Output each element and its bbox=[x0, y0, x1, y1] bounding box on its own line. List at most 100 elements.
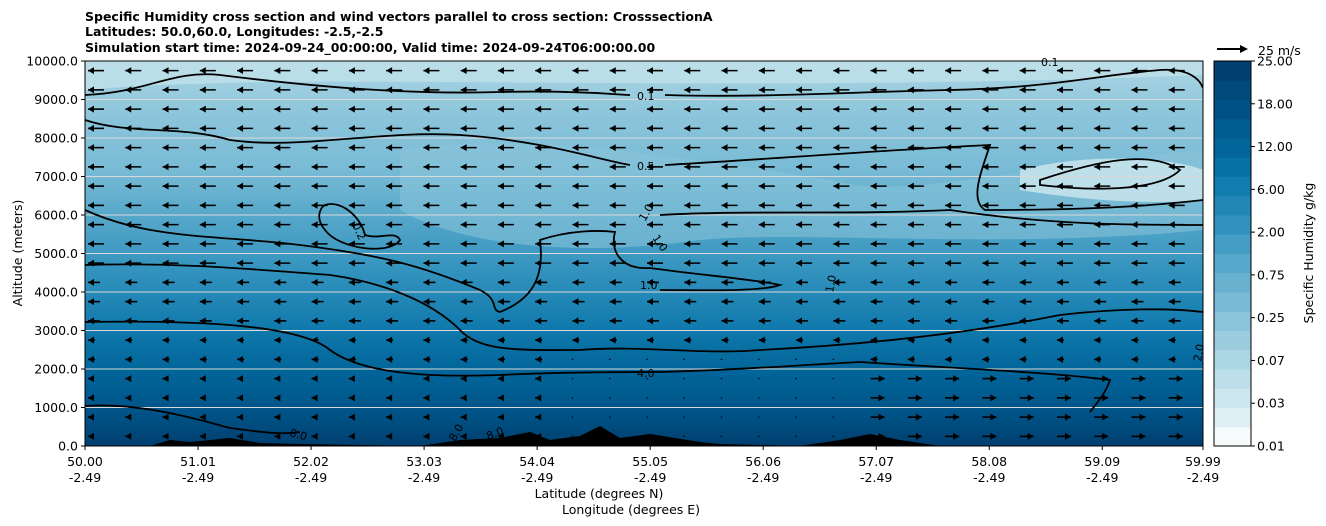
wind-vector-head bbox=[1139, 413, 1146, 421]
wind-vector-head bbox=[348, 67, 355, 75]
wind-vector-head bbox=[1131, 278, 1138, 286]
wind-vector-head bbox=[423, 413, 430, 421]
wind-vector-head bbox=[125, 124, 132, 132]
wind-vector-head bbox=[311, 86, 318, 94]
x-tick-label-lon: -2.49 bbox=[747, 470, 779, 485]
wind-vector-head bbox=[460, 278, 467, 286]
wind-vector-head bbox=[1094, 259, 1101, 267]
wind-vector-head bbox=[796, 221, 803, 229]
wind-vector-head bbox=[609, 182, 616, 190]
wind-vector-head bbox=[609, 317, 616, 325]
wind-vector-head bbox=[1094, 355, 1101, 363]
wind-vector-head bbox=[1168, 221, 1175, 229]
wind-vector-head bbox=[199, 124, 206, 132]
wind-vector-head bbox=[721, 163, 728, 171]
contour-label-10: 8.0 bbox=[288, 426, 308, 443]
wind-vector-head bbox=[125, 413, 132, 421]
wind-vector-head bbox=[758, 67, 765, 75]
wind-vector-head bbox=[1027, 375, 1034, 383]
wind-vector-head bbox=[386, 317, 393, 325]
contour-0.5 bbox=[664, 144, 1203, 211]
wind-vector-head bbox=[945, 317, 952, 325]
wind-vector-head bbox=[1056, 201, 1063, 209]
wind-vector-head bbox=[88, 259, 94, 267]
wind-vector-head bbox=[1131, 259, 1138, 267]
wind-vector-head bbox=[684, 163, 691, 171]
wind-vector-head bbox=[125, 221, 132, 229]
wind-vector-head bbox=[348, 394, 355, 402]
wind-vector-head bbox=[460, 259, 467, 267]
wind-vector-head bbox=[907, 124, 914, 132]
colorbar-swatch bbox=[1214, 176, 1251, 197]
wind-vector-head bbox=[274, 221, 281, 229]
wind-vector-head bbox=[833, 336, 840, 344]
wind-vector-head bbox=[88, 240, 94, 248]
wind-vector-head bbox=[162, 355, 169, 363]
wind-vector-head bbox=[721, 201, 728, 209]
wind-vector-head bbox=[386, 394, 393, 402]
wind-vector-head bbox=[1056, 144, 1063, 152]
wind-vector bbox=[646, 377, 648, 380]
colorbar-tick-label: 2.00 bbox=[1257, 225, 1285, 240]
wind-vector-head bbox=[237, 375, 244, 383]
wind-vector-head bbox=[572, 105, 579, 113]
y-tick-label: 6000.0 bbox=[34, 208, 78, 223]
wind-vector-head bbox=[982, 67, 989, 75]
y-tick-label: 3000.0 bbox=[34, 323, 78, 338]
wind-vector-head bbox=[870, 86, 877, 94]
wind-vector-head bbox=[88, 124, 94, 132]
title-line-3: Simulation start time: 2024-09-24_00:00:… bbox=[85, 40, 655, 56]
wind-vector-head bbox=[1102, 413, 1109, 421]
wind-vector-head bbox=[423, 432, 430, 440]
wind-vector bbox=[683, 397, 686, 399]
wind-vector-head bbox=[907, 163, 914, 171]
wind-vector-head bbox=[386, 163, 393, 171]
wind-vector-head bbox=[386, 298, 393, 306]
wind-vector-head bbox=[386, 375, 393, 383]
wind-vector bbox=[608, 358, 611, 361]
wind-vector-head bbox=[1094, 144, 1101, 152]
wind-vector-head bbox=[1102, 394, 1109, 402]
y-tick-label: 0.0 bbox=[58, 439, 78, 454]
wind-vector bbox=[571, 377, 574, 380]
wind-vector-head bbox=[572, 124, 579, 132]
wind-vector-head bbox=[609, 86, 616, 94]
wind-vector bbox=[608, 377, 611, 380]
wind-vector-head bbox=[162, 105, 169, 113]
colorbar-swatch bbox=[1214, 330, 1251, 351]
wind-vector-head bbox=[878, 432, 885, 440]
x-tick-label-lon: -2.49 bbox=[1187, 470, 1219, 485]
wind-vector-head bbox=[833, 124, 840, 132]
x-axis: 50.00-2.4951.01-2.4952.02-2.4953.03-2.49… bbox=[67, 446, 1221, 485]
wind-vector-head bbox=[833, 259, 840, 267]
wind-vector-head bbox=[1019, 124, 1026, 132]
wind-vector-head bbox=[1056, 240, 1063, 248]
wind-vector-head bbox=[460, 240, 467, 248]
wind-vector-head bbox=[907, 105, 914, 113]
wind-vector bbox=[608, 397, 611, 399]
wind-vector-head bbox=[572, 182, 579, 190]
wind-vector-head bbox=[1176, 394, 1183, 402]
wind-vector-head bbox=[311, 201, 318, 209]
wind-vector-head bbox=[535, 144, 542, 152]
wind-vector-head bbox=[348, 86, 355, 94]
wind-vector-head bbox=[647, 86, 653, 94]
wind-vector-head bbox=[88, 163, 94, 171]
wind-vector-head bbox=[721, 105, 728, 113]
wind-vector-head bbox=[199, 67, 206, 75]
wind-vector-head bbox=[1168, 278, 1175, 286]
colorbar-swatch bbox=[1214, 61, 1251, 81]
wind-vector-head bbox=[647, 259, 653, 267]
wind-vector bbox=[795, 435, 797, 438]
wind-vector-head bbox=[88, 67, 94, 75]
wind-vector-head bbox=[647, 298, 653, 306]
wind-vector-head bbox=[162, 432, 169, 440]
y-axis-label: Altitude (meters) bbox=[10, 200, 25, 307]
wind-vector-head bbox=[199, 86, 206, 94]
wind-vector-head bbox=[982, 201, 989, 209]
wind-vector-head bbox=[1064, 432, 1071, 440]
wind-vector-head bbox=[684, 298, 691, 306]
wind-vector-head bbox=[945, 67, 952, 75]
wind-vector-head bbox=[274, 413, 281, 421]
